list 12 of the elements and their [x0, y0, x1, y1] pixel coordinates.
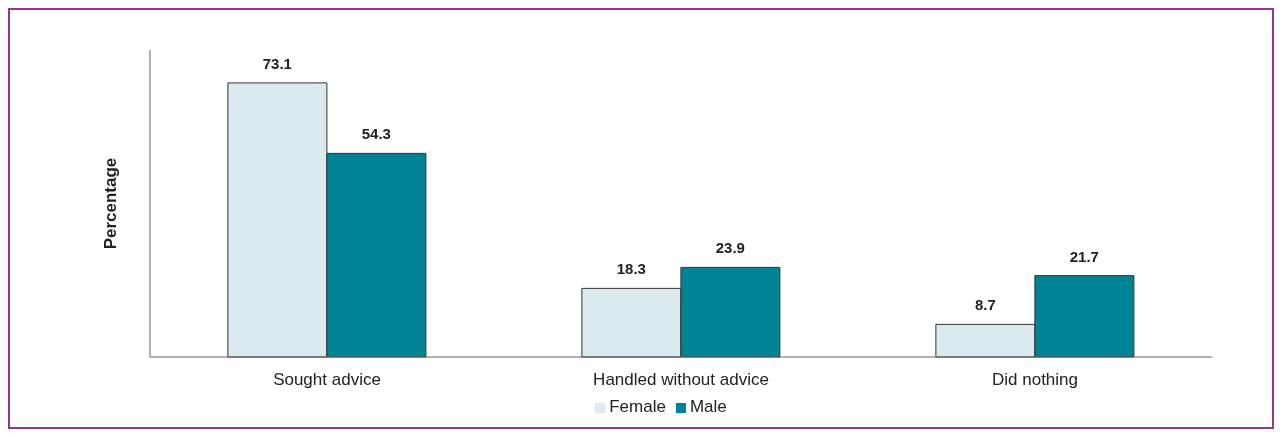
x-tick-label: Did nothing: [991, 370, 1079, 390]
data-label: 21.7: [1069, 247, 1099, 265]
data-label: 8.7: [974, 296, 996, 314]
data-label: 18.3: [616, 260, 646, 278]
x-tick-label: Sought advice: [273, 370, 381, 390]
data-label: 54.3: [361, 125, 391, 143]
y-axis-title: Percentage: [101, 157, 121, 250]
data-label: 23.9: [715, 239, 745, 257]
legend-label: Female: [609, 397, 666, 416]
data-label: 73.1: [262, 54, 292, 72]
x-tick-label: Handled without advice: [593, 370, 769, 390]
legend-label: Male: [689, 397, 727, 416]
